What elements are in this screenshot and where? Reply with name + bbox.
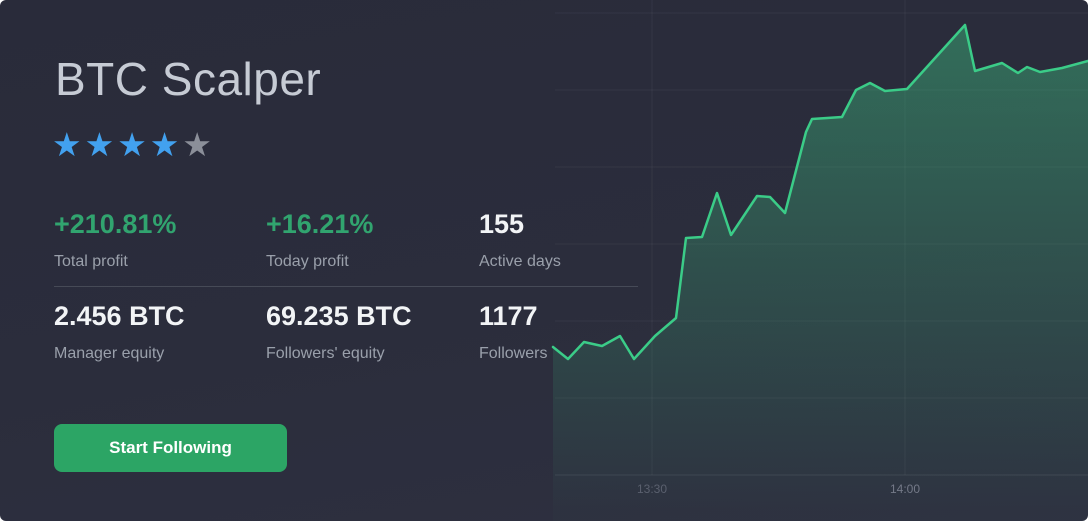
stat-value: 69.235 BTC — [266, 301, 412, 331]
stat-label: Today profit — [266, 252, 349, 270]
stats-row-bottom: 2.456 BTC Manager equity 69.235 BTC Foll… — [54, 301, 691, 363]
start-following-button[interactable]: Start Following — [54, 424, 287, 472]
stat-value: +210.81% — [54, 209, 177, 239]
stats-divider — [54, 286, 638, 287]
star-filled-icon: ★ — [117, 126, 150, 163]
strategy-title: BTC Scalper — [55, 53, 322, 105]
stat-total-profit: +210.81% Total profit — [54, 209, 266, 271]
stat-manager-equity: 2.456 BTC Manager equity — [54, 301, 266, 363]
stat-label: Followers' equity — [266, 344, 385, 362]
stat-followers: 1177 Followers — [479, 301, 691, 363]
stat-label: Manager equity — [54, 344, 165, 362]
star-filled-icon: ★ — [84, 126, 118, 163]
star-filled-icon: ★ — [52, 126, 85, 163]
x-axis-tick-label: 14:00 — [890, 482, 920, 496]
stat-active-days: 155 Active days — [479, 209, 691, 271]
star-empty-icon: ★ — [182, 126, 215, 163]
stat-today-profit: +16.21% Today profit — [266, 209, 479, 271]
stat-value: +16.21% — [266, 209, 374, 239]
star-rating: ★★★★★ — [52, 128, 215, 161]
x-axis-tick-label: 13:30 — [637, 482, 667, 496]
stats-row-top: +210.81% Total profit +16.21% Today prof… — [54, 209, 691, 271]
stat-value: 2.456 BTC — [54, 301, 185, 331]
star-filled-icon: ★ — [149, 126, 183, 163]
stat-followers-equity: 69.235 BTC Followers' equity — [266, 301, 479, 363]
stat-value: 1177 — [479, 301, 538, 331]
stat-value: 155 — [479, 209, 525, 239]
stat-label: Active days — [479, 252, 561, 270]
stat-label: Total profit — [54, 252, 128, 270]
stat-label: Followers — [479, 344, 548, 362]
